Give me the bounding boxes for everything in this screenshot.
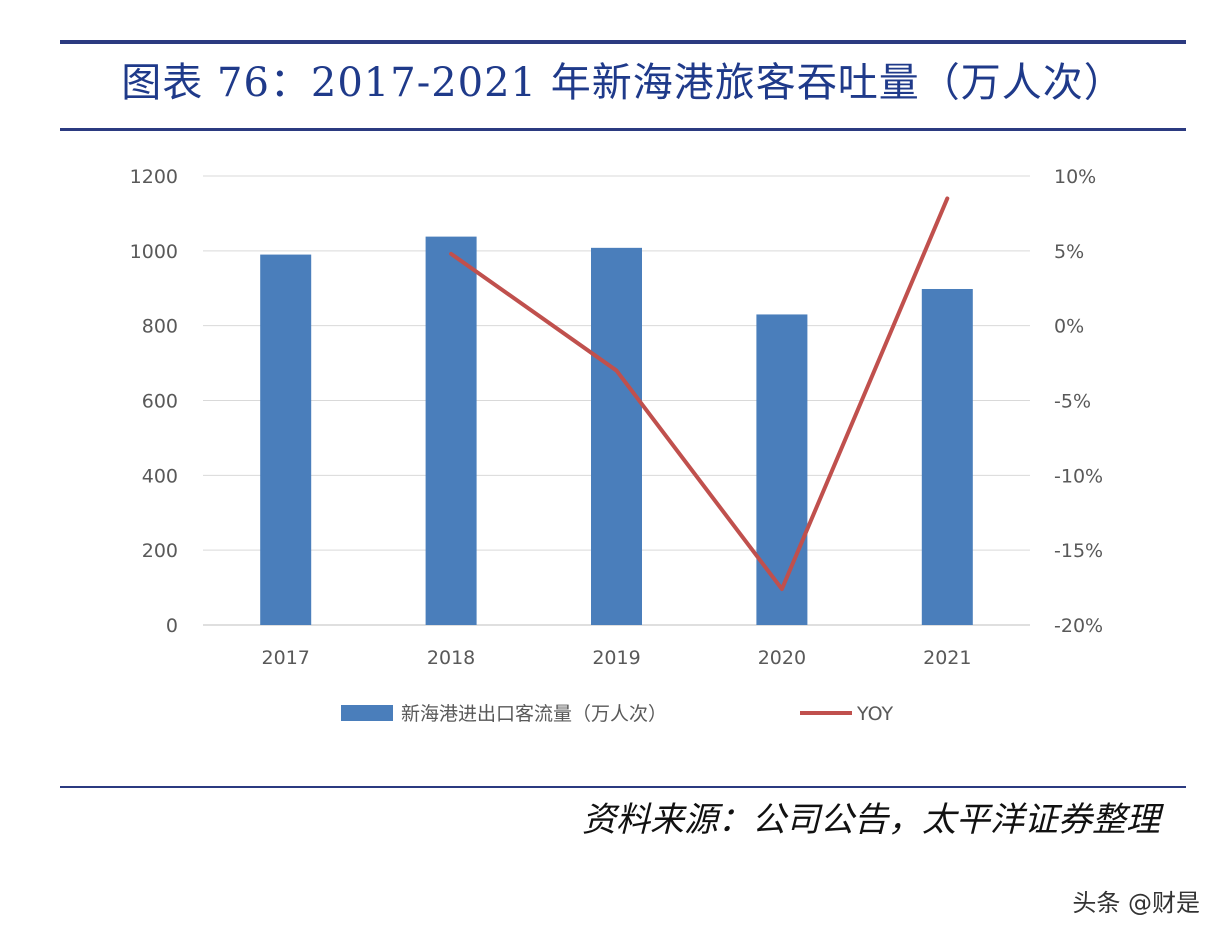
x-tick-label: 2020 bbox=[758, 647, 806, 669]
y-right-tick-label: -15% bbox=[1054, 540, 1103, 562]
y-right-tick-label: 10% bbox=[1054, 166, 1096, 188]
title-rule-bottom bbox=[60, 128, 1186, 131]
source-rule bbox=[60, 786, 1186, 788]
legend-label-bar: 新海港进出口客流量（万人次） bbox=[401, 703, 667, 725]
bar bbox=[921, 288, 973, 625]
y-right-tick-label: -5% bbox=[1054, 391, 1091, 413]
y-left-tick-label: 600 bbox=[142, 391, 178, 413]
x-tick-label: 2019 bbox=[592, 647, 640, 669]
y-left-tick-label: 800 bbox=[142, 316, 178, 338]
y-right-tick-label: -10% bbox=[1054, 465, 1103, 487]
y-right-tick-label: 0% bbox=[1054, 316, 1084, 338]
y-right-tick-label: -20% bbox=[1054, 615, 1103, 637]
y-left-tick-label: 0 bbox=[166, 615, 178, 637]
bar bbox=[591, 247, 642, 625]
chart-area: 0 200 400 600 800 1000 1200 -20% -15% -10% -5% 0% 5%… bbox=[130, 166, 1103, 725]
x-tick-label: 2018 bbox=[427, 647, 475, 669]
y-right-tick-label: 5% bbox=[1054, 241, 1084, 263]
bar bbox=[756, 314, 808, 625]
source-note: 资料来源：公司公告，太平洋证券整理 bbox=[582, 800, 1160, 840]
title-rule-top bbox=[60, 40, 1186, 44]
bar bbox=[260, 254, 312, 625]
y-left-tick-label: 400 bbox=[142, 465, 178, 487]
y-left-tick-label: 1200 bbox=[130, 166, 178, 188]
y-left-tick-label: 200 bbox=[142, 540, 178, 562]
x-tick-label: 2021 bbox=[923, 647, 971, 669]
chart-title: 图表 76：2017-2021 年新海港旅客吞吐量（万人次） bbox=[121, 60, 1125, 106]
bar bbox=[425, 236, 477, 626]
y-left-tick-label: 1000 bbox=[130, 241, 178, 263]
x-tick-label: 2017 bbox=[262, 647, 310, 669]
watermark: 头条 @财是 bbox=[1072, 889, 1200, 917]
legend-label-line: YOY bbox=[856, 703, 893, 725]
legend-swatch-bar bbox=[341, 705, 393, 721]
yoy-line bbox=[449, 196, 950, 592]
